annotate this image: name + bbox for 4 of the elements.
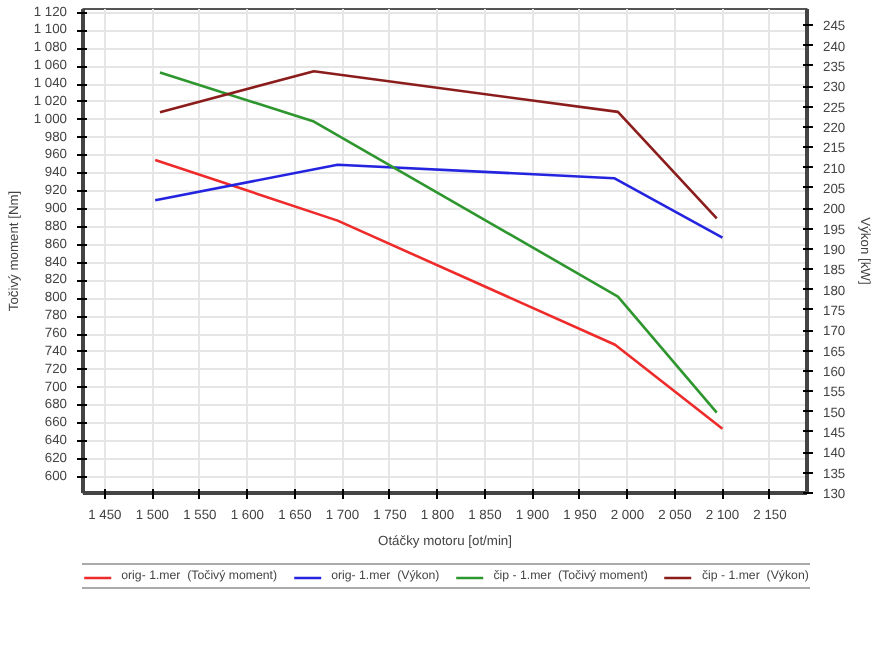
line-series	[153, 163, 724, 239]
line-series	[158, 71, 719, 414]
line-series	[153, 158, 724, 430]
line-series	[158, 69, 719, 220]
